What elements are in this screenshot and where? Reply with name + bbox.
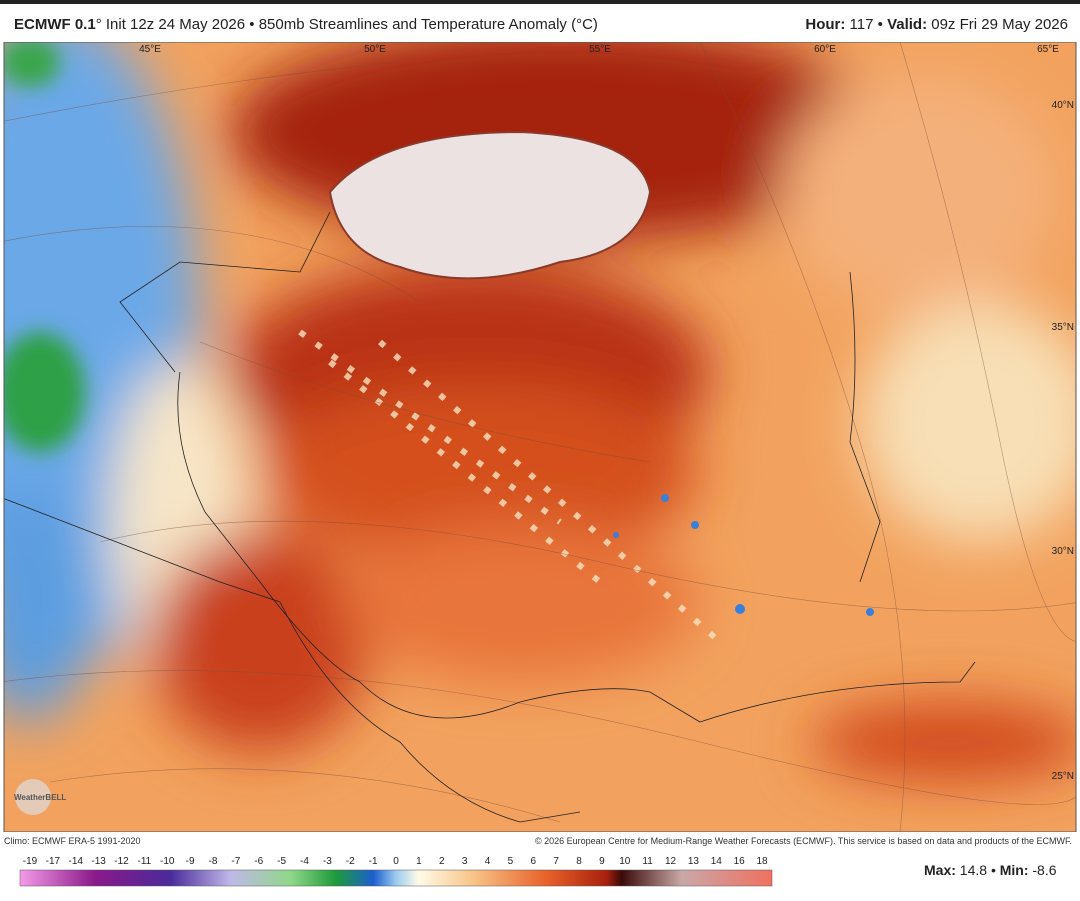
colorbar-label: 1: [416, 856, 422, 867]
colorbar-label: -2: [346, 856, 355, 867]
climo-note: Climo: ECMWF ERA-5 1991-2020: [4, 836, 141, 846]
colorbar-label: 5: [508, 856, 514, 867]
colorbar-label: -13: [91, 856, 106, 867]
colorbar-label: 12: [665, 856, 677, 867]
separator: •: [990, 862, 996, 878]
colorbar-ramp: [19, 869, 773, 887]
longitude-label: 65°E: [1037, 44, 1059, 55]
separator: •: [877, 16, 883, 33]
max-label: Max:: [924, 862, 956, 878]
model-name: ECMWF 0.1: [14, 16, 96, 33]
colorbar-label: 14: [711, 856, 723, 867]
colorbar-label: 3: [462, 856, 468, 867]
header-right: Hour: 117 • Valid: 09z Fri 29 May 2026: [805, 16, 1068, 33]
latitude-label: 35°N: [1052, 322, 1074, 333]
colorbar-label: 16: [734, 856, 746, 867]
header-left: ECMWF 0.1° Init 12z 24 May 2026 • 850mb …: [14, 16, 598, 33]
valid-time: 09z Fri 29 May 2026: [931, 16, 1068, 33]
colorbar-label: 7: [553, 856, 559, 867]
hour: 117: [849, 16, 874, 33]
colorbar-label: -11: [138, 856, 152, 867]
colorbar-label: -14: [69, 856, 84, 867]
longitude-label: 55°E: [589, 44, 611, 55]
colorbar-label: -4: [300, 856, 309, 867]
colorbar-label: 0: [393, 856, 399, 867]
colorbar-label: -9: [186, 856, 195, 867]
longitude-label: 50°E: [364, 44, 386, 55]
valid-label: Valid:: [887, 16, 928, 33]
logo: WeatherBELL: [14, 793, 66, 802]
min-value: -8.6: [1032, 862, 1057, 878]
stats: Max: 14.8 • Min: -8.6: [924, 862, 1057, 878]
colorbar-label: -1: [369, 856, 378, 867]
colorbar-label: -8: [209, 856, 218, 867]
colorbar: -19 -17 -14 -13 -12 -11 -10 -9 -8 -7 -6 -5 -4 -3 -2 -1 0…: [19, 856, 773, 887]
colorbar-label: -10: [160, 856, 175, 867]
map: WeatherBELL 45°E 50°E 55°E 60°E 65°E 40°N 35°N…: [3, 42, 1077, 832]
colorbar-label: -6: [254, 856, 263, 867]
colorbar-label: -17: [46, 856, 61, 867]
min-label: Min:: [999, 862, 1029, 878]
colorbar-label: 6: [530, 856, 536, 867]
colorbar-label: 10: [619, 856, 631, 867]
colorbar-label: 4: [485, 856, 491, 867]
longitude-label: 45°E: [139, 44, 161, 55]
colorbar-label: -12: [114, 856, 129, 867]
colorbar-label: 11: [642, 856, 653, 867]
latitude-label: 30°N: [1052, 546, 1074, 557]
copyright: © 2026 European Centre for Medium-Range …: [534, 836, 1072, 846]
field: [4, 42, 1076, 832]
colorbar-label: 9: [599, 856, 605, 867]
colorbar-label: -7: [231, 856, 240, 867]
colorbar-label: 18: [756, 856, 768, 867]
colorbar-label: -5: [277, 856, 286, 867]
product-title: ° Init 12z 24 May 2026 • 850mb Streamlin…: [95, 16, 598, 33]
colorbar-label: 2: [439, 856, 445, 867]
latitude-label: 25°N: [1052, 771, 1074, 782]
colorbar-label: -19: [23, 856, 38, 867]
colorbar-label: 13: [688, 856, 700, 867]
top-bar: [0, 0, 1080, 4]
colorbar-label: 8: [576, 856, 582, 867]
hour-label: Hour:: [805, 16, 846, 33]
colorbar-label: -3: [323, 856, 332, 867]
max-value: 14.8: [959, 862, 988, 878]
longitude-label: 60°E: [814, 44, 836, 55]
latitude-label: 40°N: [1052, 100, 1074, 111]
